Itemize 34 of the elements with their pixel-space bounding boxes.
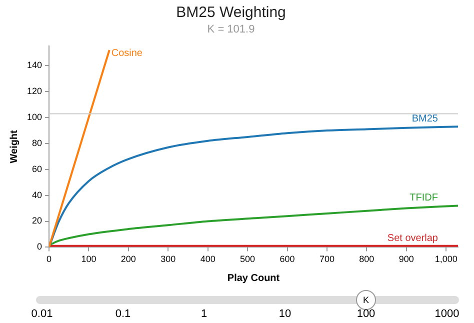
x-axis-title: Play Count: [227, 272, 280, 284]
text: 1000: [434, 308, 460, 320]
chart-title: BM25 Weighting: [176, 4, 286, 22]
series-label: BM25: [412, 114, 438, 125]
y-tick-label: 40: [32, 190, 42, 200]
x-tick-label: 800: [359, 254, 374, 264]
x-tick-label: 900: [398, 254, 414, 264]
y-tick-label: 0: [37, 242, 42, 252]
text: 1: [200, 308, 208, 320]
y-tick-label: 20: [32, 216, 42, 226]
slider-knob: K: [356, 290, 376, 310]
y-tick-label: 140: [26, 60, 42, 70]
y-tick-label: 100: [26, 112, 42, 122]
text: 100: [356, 308, 376, 320]
x-tick-label: 300: [160, 254, 176, 264]
y-tick-label: 60: [32, 164, 42, 174]
series-label: TFIDF: [410, 192, 438, 204]
x-tick-label: 600: [280, 254, 295, 264]
x-tick-label: 200: [120, 254, 136, 264]
y-tick-label: 120: [26, 86, 42, 96]
x-tick-label: 700: [319, 254, 334, 264]
x-tick-label: 100: [81, 254, 96, 264]
x-tick-label: 1,000: [434, 254, 458, 264]
x-tick-label: 500: [240, 254, 256, 264]
text: 10: [278, 308, 292, 320]
chart-subtitle: K = 101.9: [207, 24, 255, 36]
series-label: Cosine: [111, 48, 143, 60]
y-axis-title: Weight: [8, 129, 20, 164]
series-label: Set overlap: [387, 232, 438, 244]
y-tick-label: 80: [32, 138, 42, 148]
x-tick-label: 400: [200, 254, 216, 264]
x-tick-label: 0: [46, 254, 52, 264]
text: 0.1: [115, 308, 131, 320]
text: 0.01: [31, 308, 53, 320]
